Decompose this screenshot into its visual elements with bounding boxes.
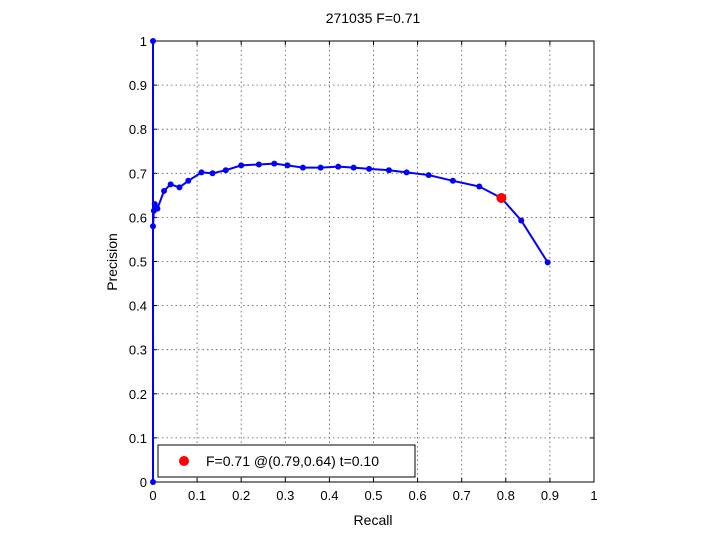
data-point [317,164,324,171]
x-tick-label: 0.7 [453,488,471,503]
data-point [222,167,229,174]
data-point [403,169,410,176]
data-point [151,201,158,208]
y-tick-label: 0.8 [129,122,147,137]
data-point [350,164,357,171]
y-tick-label: 0.1 [129,431,147,446]
data-point [544,259,551,266]
data-point [255,161,262,168]
data-point [425,172,432,179]
data-point [476,183,483,190]
y-tick-label: 1 [140,34,147,49]
data-point [238,162,245,169]
x-tick-label: 0.3 [276,488,294,503]
data-point [299,164,306,171]
data-point [366,165,373,172]
y-tick-label: 0.5 [129,255,147,270]
y-axis-label: Precision [104,233,120,291]
data-point [518,217,525,224]
x-tick-label: 1 [590,488,597,503]
data-point [185,177,192,184]
series-group [150,38,551,485]
data-point [385,167,392,174]
x-tick-label: 0.2 [232,488,250,503]
x-tick-label: 0.9 [541,488,559,503]
data-point [284,162,291,169]
y-axis-ticks: 0 0.1 0.2 0.3 0.4 0.5 0.6 0.7 0.8 0.9 1 [129,34,594,490]
x-tick-label: 0.8 [497,488,515,503]
data-point [154,205,161,212]
x-tick-label: 0.6 [409,488,427,503]
data-point [335,163,342,170]
y-tick-label: 0.4 [129,299,147,314]
data-point [167,181,174,188]
y-tick-label: 0.3 [129,343,147,358]
data-point [198,169,205,176]
x-tick-label: 0.4 [320,488,338,503]
y-tick-label: 0.2 [129,387,147,402]
data-point [209,170,216,177]
data-point [150,223,156,230]
legend: F=0.71 @(0.79,0.64) t=0.10 [157,444,416,478]
x-tick-label: 0 [149,488,156,503]
x-axis-label: Recall [354,512,393,528]
chart-title: 271035 F=0.71 [326,10,421,26]
legend-box [157,444,416,478]
data-point [161,187,168,194]
best-f-point [496,192,507,203]
data-point [176,184,183,191]
x-tick-label: 0.5 [364,488,382,503]
data-point [271,160,278,167]
legend-marker [179,456,189,466]
y-tick-label: 0.7 [129,166,147,181]
x-axis-ticks: 0 0.1 0.2 0.3 0.4 0.5 0.6 0.7 0.8 0.9 1 [149,41,598,503]
y-tick-label: 0 [140,475,147,490]
data-point [150,38,156,44]
y-tick-label: 0.9 [129,78,147,93]
x-tick-label: 0.1 [188,488,206,503]
data-point [449,177,456,184]
data-point [150,479,156,485]
y-tick-label: 0.6 [129,210,147,225]
legend-label: F=0.71 @(0.79,0.64) t=0.10 [206,453,379,469]
